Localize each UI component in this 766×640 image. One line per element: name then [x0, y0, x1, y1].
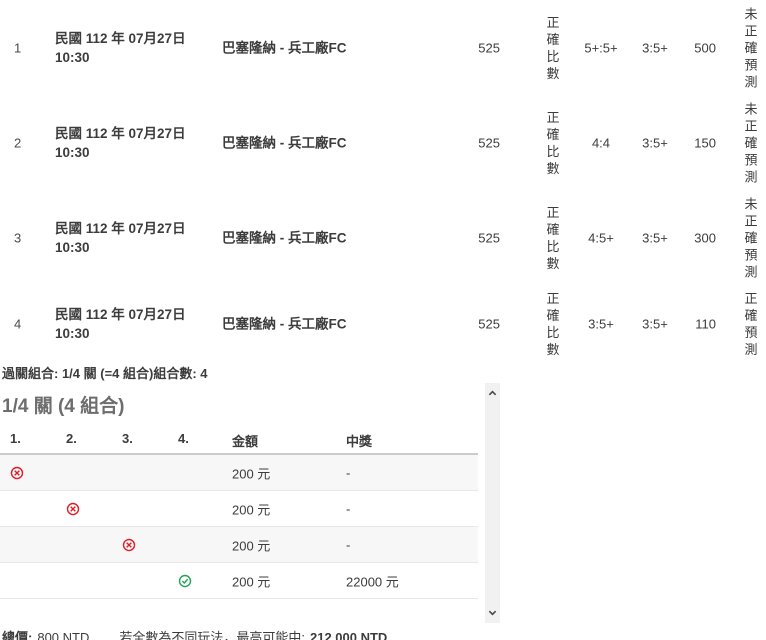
match-name: 巴塞隆納 - 兵工廠FC: [222, 135, 347, 150]
match-code: 525: [478, 316, 500, 332]
circle-cross-icon: [10, 466, 24, 480]
combo-table: 1. 2. 3. 4. 金額 中獎 200 元 - 200 元 -: [0, 429, 478, 599]
combo-amount: 200 元: [232, 502, 271, 517]
combo-row: 200 元 22000 元: [0, 563, 478, 599]
total-price-value: 800 NTD: [37, 630, 90, 640]
match-date: 民國 112 年 07月27日: [55, 125, 186, 141]
match-name: 巴塞隆納 - 兵工廠FC: [222, 230, 347, 245]
outcome-label: 未正確預測: [744, 6, 758, 89]
combo-amount: 200 元: [232, 466, 271, 481]
combo-win: -: [346, 537, 351, 552]
combo-table-header: 1. 2. 3. 4. 金額 中獎: [0, 429, 478, 455]
column-header-win: 中獎: [346, 434, 373, 449]
combo-win: 22000 元: [346, 574, 399, 589]
circle-cross-icon: [122, 538, 136, 552]
picked-score: 4:4: [591, 135, 611, 150]
bet-type-label: 正確比數: [546, 204, 560, 271]
stake-amount: 300: [694, 230, 716, 245]
match-time: 10:30: [55, 144, 90, 160]
picked-score: 4:5+: [588, 230, 614, 245]
outcome-label: 未正確預測: [744, 196, 758, 279]
circle-check-icon: [178, 574, 192, 588]
final-score: 3:5+: [642, 316, 668, 332]
match-date: 民國 112 年 07月27日: [55, 307, 186, 322]
bet-number: 4: [14, 316, 22, 332]
combo-row: 200 元 -: [0, 491, 478, 527]
bet-row: 2 民國 112 年 07月27日 10:30 巴塞隆納 - 兵工廠FC 525…: [0, 95, 766, 190]
combo-win: -: [346, 501, 351, 516]
match-datetime: 民國 112 年 07月27日 10:30: [55, 305, 197, 343]
match-name: 巴塞隆納 - 兵工廠FC: [222, 40, 347, 55]
bet-number: 3: [14, 230, 22, 245]
bet-row: 3 民國 112 年 07月27日 10:30 巴塞隆納 - 兵工廠FC 525…: [0, 190, 766, 285]
circle-cross-icon: [66, 502, 80, 516]
match-date: 民國 112 年 07月27日: [55, 220, 186, 236]
scroll-down-arrow-icon[interactable]: [485, 605, 500, 620]
bet-row: 4 民國 112 年 07月27日 10:30 巴塞隆納 - 兵工廠FC 525…: [0, 285, 766, 363]
match-name: 巴塞隆納 - 兵工廠FC: [222, 316, 347, 332]
parlay-summary: 過關組合: 1/4 關 (=4 組合)組合數: 4: [2, 363, 766, 383]
combo-row: 200 元 -: [0, 455, 478, 491]
vertical-scrollbar[interactable]: [485, 383, 500, 623]
column-header-2: 2.: [66, 431, 77, 446]
bet-type-label: 正確比數: [546, 14, 560, 81]
column-header-amount: 金額: [232, 434, 259, 449]
match-time: 10:30: [55, 239, 90, 255]
total-price-label: 總價:: [2, 630, 33, 640]
stake-amount: 150: [694, 135, 716, 150]
final-score: 3:5+: [642, 230, 668, 245]
max-win-note: 若全數為不同玩法，最高可能中:: [119, 630, 305, 640]
match-code: 525: [478, 135, 500, 150]
outcome-label: 未正確預測: [744, 101, 758, 184]
combo-heading: 1/4 關 (4 組合): [2, 396, 125, 417]
match-code: 525: [478, 230, 500, 245]
picked-score: 3:5+: [588, 316, 614, 332]
parlay-combo-count: 組合數: 4: [153, 366, 208, 381]
combo-amount: 200 元: [232, 574, 271, 589]
combo-row: 200 元 -: [0, 527, 478, 563]
match-code: 525: [478, 40, 500, 55]
match-datetime: 民國 112 年 07月27日 10:30: [55, 124, 197, 162]
combo-panel: 1/4 關 (4 組合) 1. 2. 3. 4. 金額 中獎 200 元 -: [0, 383, 500, 623]
stake-amount: 110: [695, 316, 716, 332]
parlay-combo-label: 過關組合: 1/4 關 (=4 組合): [2, 366, 154, 381]
totals-footer: 總價: 800 NTD 若全數為不同玩法，最高可能中: 212,000 NTD: [0, 627, 766, 640]
scroll-up-arrow-icon[interactable]: [485, 386, 500, 401]
column-header-3: 3.: [122, 431, 133, 446]
combo-win: -: [346, 465, 351, 480]
bet-type-label: 正確比數: [546, 291, 560, 357]
max-win-value: 212,000 NTD: [310, 630, 388, 640]
match-datetime: 民國 112 年 07月27日 10:30: [55, 219, 197, 257]
outcome-label: 正確預測: [744, 291, 758, 357]
bet-type-label: 正確比數: [546, 109, 560, 176]
match-time: 10:30: [55, 326, 90, 341]
match-date: 民國 112 年 07月27日: [55, 30, 186, 46]
combo-amount: 200 元: [232, 538, 271, 553]
final-score: 3:5+: [642, 40, 668, 55]
stake-amount: 500: [694, 40, 716, 55]
match-datetime: 民國 112 年 07月27日 10:30: [55, 29, 197, 67]
bet-number: 2: [14, 135, 22, 150]
bet-number: 1: [14, 40, 22, 55]
match-time: 10:30: [55, 49, 90, 65]
bets-list: 1 民國 112 年 07月27日 10:30 巴塞隆納 - 兵工廠FC 525…: [0, 0, 766, 363]
bet-row: 1 民國 112 年 07月27日 10:30 巴塞隆納 - 兵工廠FC 525…: [0, 0, 766, 95]
final-score: 3:5+: [642, 135, 668, 150]
column-header-4: 4.: [178, 431, 189, 446]
column-header-1: 1.: [10, 431, 21, 446]
picked-score: 5+:5+: [584, 40, 618, 55]
